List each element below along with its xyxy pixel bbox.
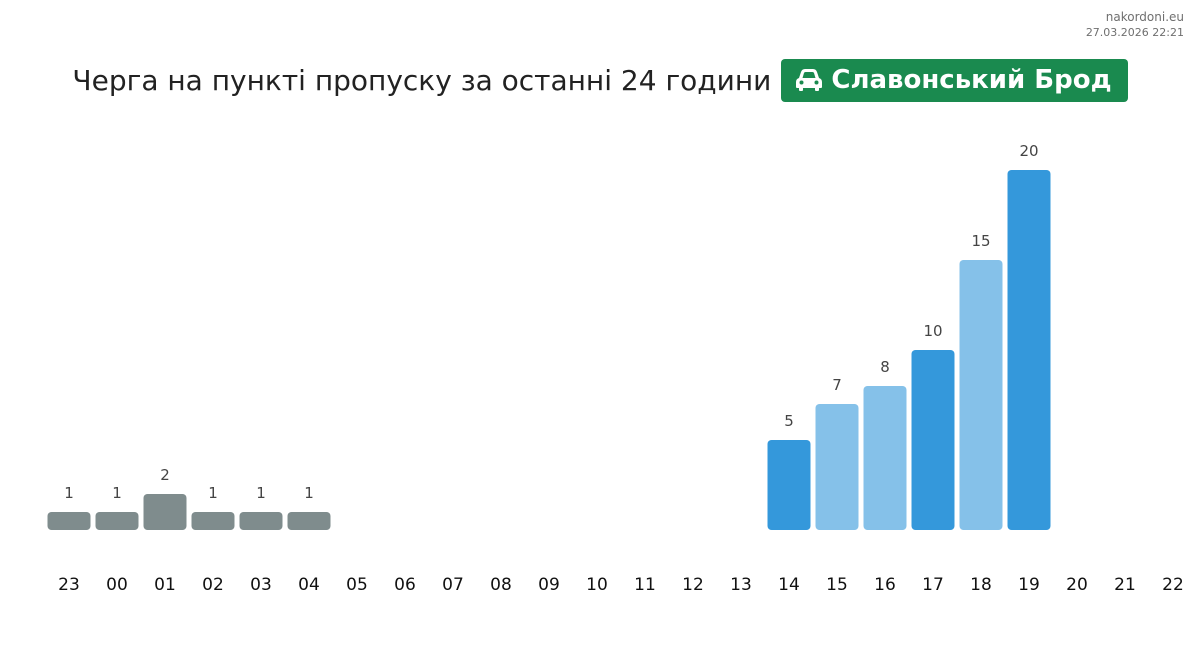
data-label: 1 [112,484,122,502]
x-tick-label: 20 [1066,575,1088,595]
x-tick-label: 02 [202,575,224,595]
x-tick-label: 23 [58,575,80,595]
chart-header: Черга на пункті пропуску за останні 24 г… [0,58,1200,102]
data-label: 8 [880,358,890,376]
data-label: 2 [160,466,170,484]
bar-01 [143,494,187,530]
bar-15 [815,404,859,530]
x-tick-label: 17 [922,575,944,595]
x-tick-label: 07 [442,575,464,595]
x-tick-label: 01 [154,575,176,595]
x-tick-label: 14 [778,575,800,595]
bar-18 [959,260,1003,530]
data-label: 15 [971,232,990,250]
x-tick-label: 12 [682,575,704,595]
data-label: 1 [304,484,314,502]
x-tick-label: 08 [490,575,512,595]
data-label: 1 [64,484,74,502]
chart-title: Черга на пункті пропуску за останні 24 г… [72,63,772,97]
bar-23 [47,512,91,530]
bar-19 [1007,170,1051,530]
x-tick-label: 04 [298,575,320,595]
x-tick-label: 00 [106,575,128,595]
x-tick-label: 18 [970,575,992,595]
x-tick-label: 21 [1114,575,1136,595]
x-tick-label: 10 [586,575,608,595]
data-label: 20 [1019,142,1038,160]
data-label: 1 [256,484,266,502]
x-tick-label: 16 [874,575,896,595]
x-tick-label: 15 [826,575,848,595]
car-icon [796,69,823,91]
checkpoint-name: Славонський Брод [831,65,1112,95]
bar-04 [287,512,331,530]
bar-03 [239,512,283,530]
x-tick-label: 03 [250,575,272,595]
x-tick-label: 09 [538,575,560,595]
bar-02 [191,512,235,530]
data-label: 10 [923,322,942,340]
x-tick-label: 11 [634,575,656,595]
source-block: nakordoni.eu 27.03.2026 22:21 [1086,9,1184,41]
bar-17 [911,350,955,530]
bar-16 [863,386,907,530]
data-label: 5 [784,412,794,430]
source-site: nakordoni.eu [1105,10,1184,24]
x-tick-label: 06 [394,575,416,595]
bar-00 [95,512,139,530]
x-tick-label: 05 [346,575,368,595]
data-label: 7 [832,376,842,394]
bar-14 [767,440,811,530]
x-tick-label: 22 [1162,575,1184,595]
source-timestamp: 27.03.2026 22:21 [1085,26,1184,39]
checkpoint-badge: Славонський Брод [781,58,1128,102]
x-tick-label: 19 [1018,575,1040,595]
data-label: 1 [208,484,218,502]
x-tick-label: 13 [730,575,752,595]
